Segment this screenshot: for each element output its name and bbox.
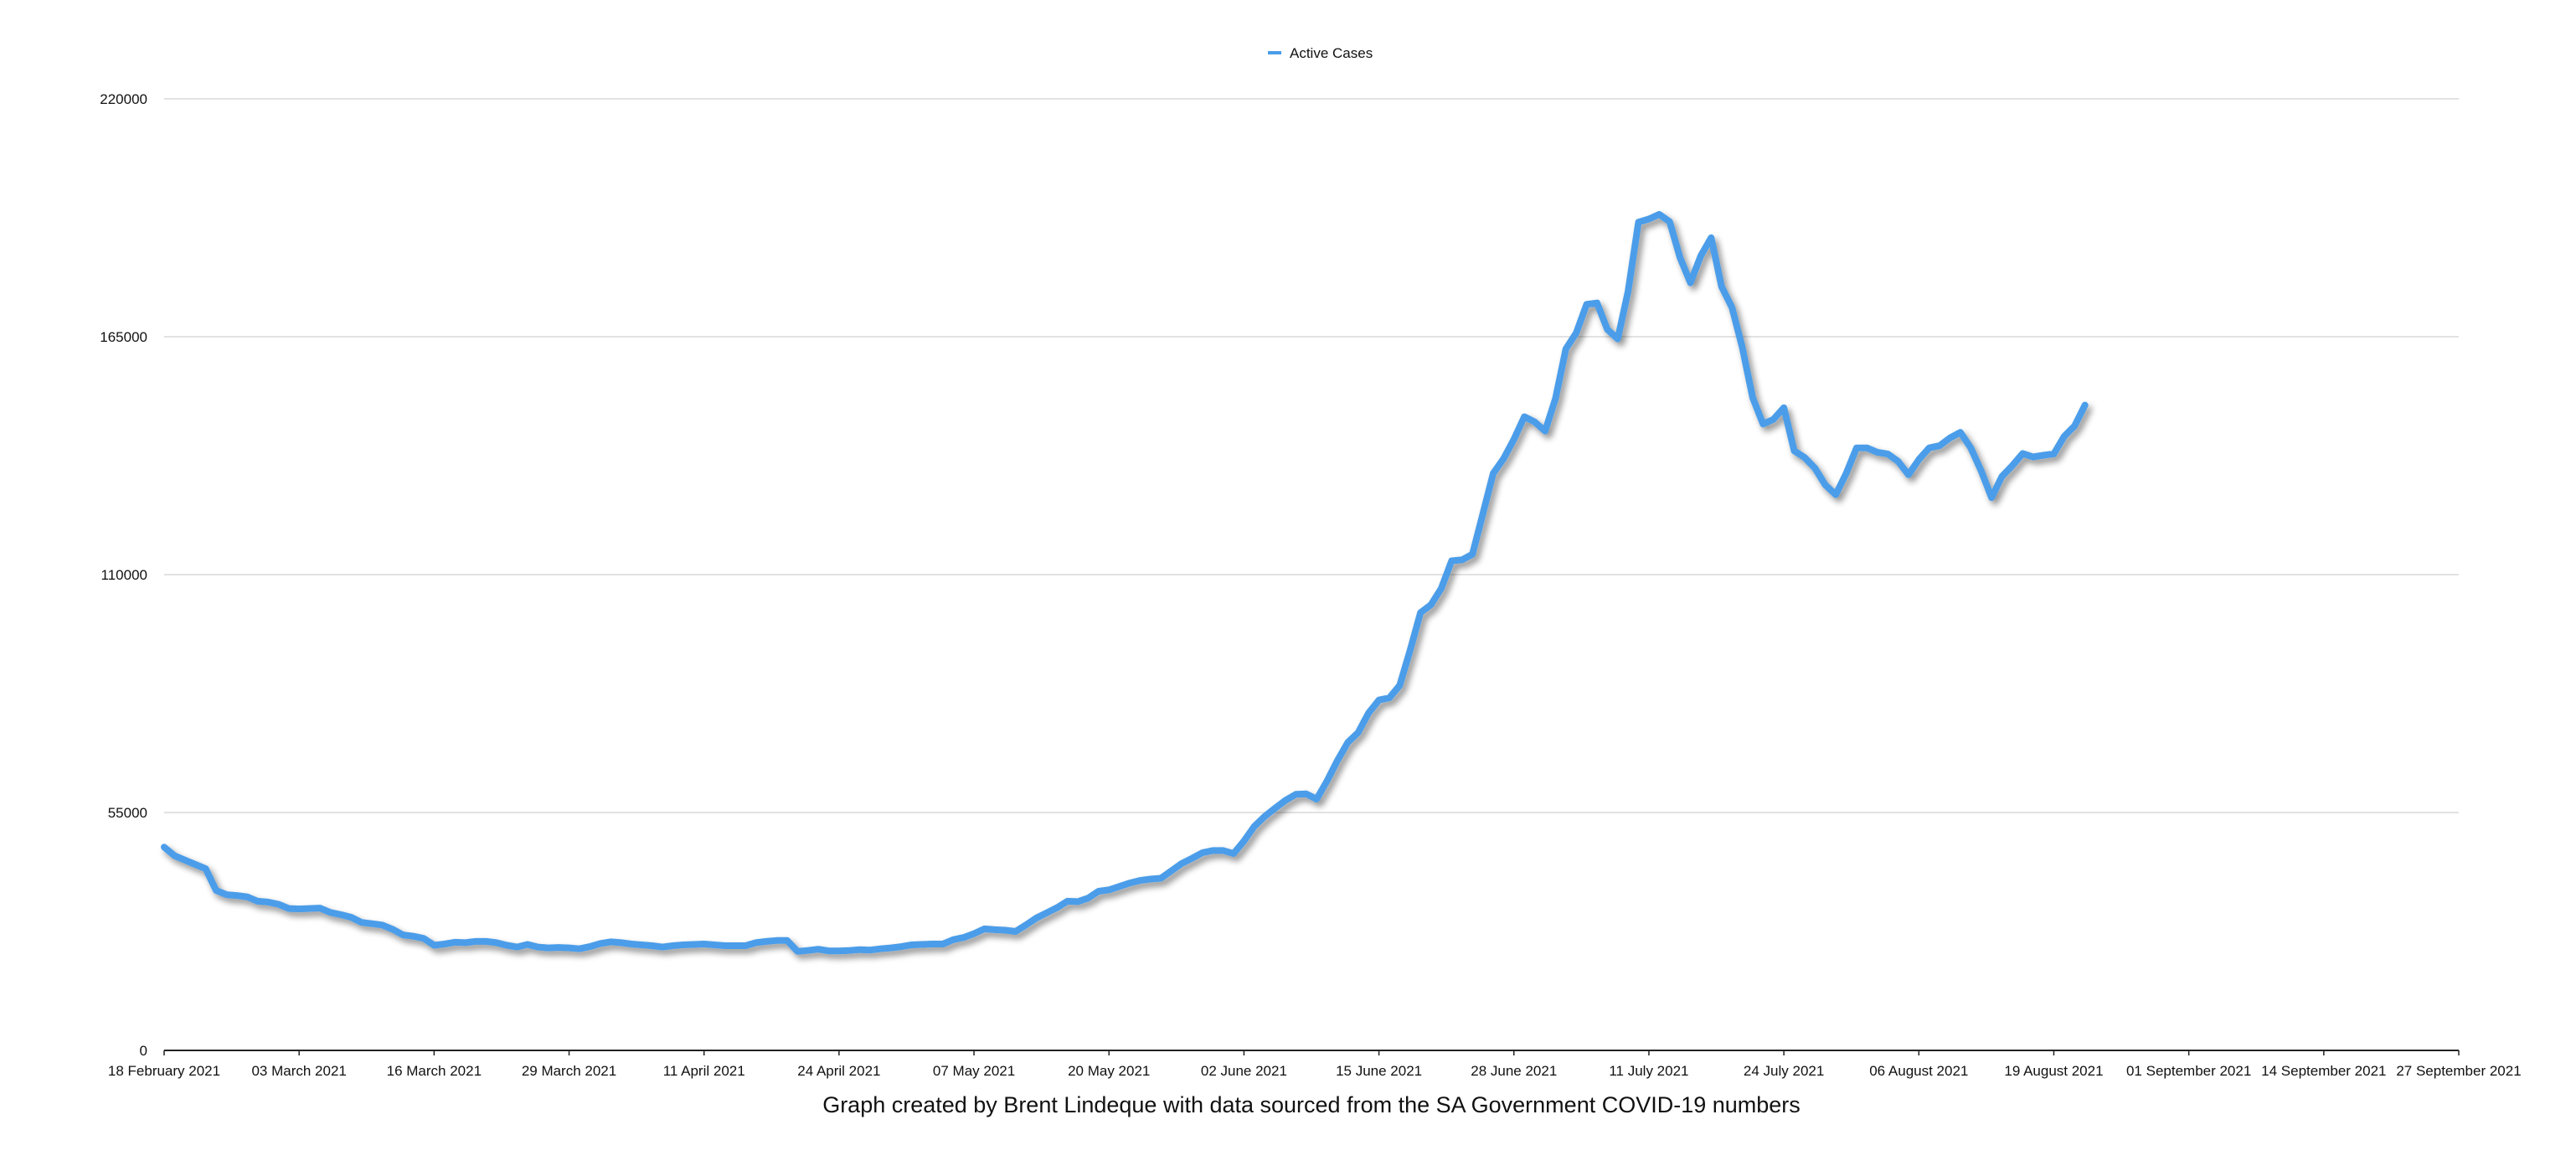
y-axis-tick-labels: 0 55000 110000 165000 220000 [100,91,147,1059]
x-tick-label: 24 July 2021 [1744,1063,1824,1079]
x-axis-tick-labels: 18 February 2021 03 March 2021 16 March 20… [108,1050,2522,1079]
y-tick-label: 165000 [100,329,147,345]
x-tick-label: 01 September 2021 [2126,1063,2251,1079]
x-tick-label: 19 August 2021 [2004,1063,2103,1079]
y-tick-label: 110000 [101,567,147,583]
x-tick-label: 11 July 2021 [1609,1063,1688,1079]
x-tick-label: 02 June 2021 [1201,1063,1287,1079]
gridlines [164,98,2459,813]
legend: Active Cases [1268,45,1373,61]
y-tick-label: 0 [140,1043,147,1059]
x-tick-label: 28 June 2021 [1471,1063,1557,1079]
x-tick-label: 15 June 2021 [1336,1063,1422,1079]
x-tick-label: 14 September 2021 [2261,1063,2386,1079]
x-tick-label: 27 September 2021 [2396,1063,2521,1079]
x-tick-label: 11 April 2021 [663,1063,745,1079]
chart-caption: Graph created by Brent Lindeque with dat… [822,1092,1801,1117]
x-tick-label: 07 May 2021 [933,1063,1015,1079]
series-line-active-cases [161,210,2089,955]
series-active-cases [161,210,2089,955]
x-tick-label: 06 August 2021 [1869,1063,1968,1079]
x-tick-label: 24 April 2021 [797,1063,880,1079]
x-tick-label: 20 May 2021 [1068,1063,1150,1079]
y-tick-label: 220000 [100,91,147,107]
x-tick-label: 03 March 2021 [251,1063,346,1079]
x-tick-label: 29 March 2021 [522,1063,616,1079]
y-tick-label: 55000 [108,805,147,821]
x-tick-label: 18 February 2021 [108,1063,220,1079]
x-tick-label: 16 March 2021 [387,1063,482,1079]
legend-label-active-cases: Active Cases [1290,45,1373,61]
